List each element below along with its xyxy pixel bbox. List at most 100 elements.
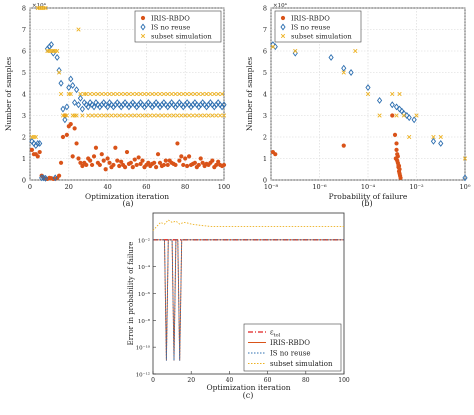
data-point — [88, 158, 93, 163]
data-point — [167, 113, 172, 118]
data-point — [462, 156, 468, 161]
data-point — [153, 91, 159, 97]
data-point — [214, 162, 219, 168]
data-point — [175, 141, 180, 146]
data-point — [185, 163, 190, 169]
data-point — [210, 158, 215, 163]
data-point — [365, 91, 371, 97]
data-point — [101, 158, 106, 163]
legend-marker — [140, 33, 146, 39]
data-point — [128, 113, 133, 118]
x-tick-label: 60 — [142, 183, 150, 191]
data-point — [113, 113, 118, 118]
data-point — [111, 91, 116, 97]
data-point — [29, 147, 35, 152]
data-point — [394, 113, 399, 118]
data-point — [186, 154, 192, 159]
y-tick-label: 6 — [22, 48, 26, 56]
data-point — [130, 91, 135, 97]
data-point — [411, 116, 417, 124]
legend-box — [134, 10, 222, 43]
data-point — [169, 91, 174, 97]
data-point — [70, 81, 76, 89]
legend-label: IS no reuse — [270, 350, 310, 358]
data-point — [77, 94, 84, 102]
data-point — [35, 140, 41, 147]
x-tick-label: 0 — [151, 377, 155, 384]
data-point — [157, 91, 163, 97]
data-point — [185, 91, 190, 97]
y-tick-label: 3 — [22, 112, 26, 120]
data-point — [396, 163, 402, 169]
data-point — [78, 91, 83, 97]
y-tick-label: 10⁻⁴ — [138, 264, 151, 271]
data-point — [48, 41, 54, 48]
y-tick-label: 2 — [22, 134, 26, 142]
y-tick-label: 10⁻¹⁰ — [136, 345, 151, 352]
legend-marker — [140, 23, 146, 31]
x-tick-label: 100 — [338, 377, 350, 384]
y-tick-label: 3 — [263, 112, 267, 120]
data-point — [88, 91, 93, 97]
legend-label: IS no reuse — [291, 24, 330, 32]
data-point — [438, 134, 443, 140]
data-point — [431, 134, 436, 140]
data-point — [39, 174, 45, 182]
data-point — [103, 91, 108, 97]
data-point — [175, 113, 180, 118]
x-tick-label: 10⁻⁶ — [312, 183, 327, 191]
data-point — [430, 137, 437, 145]
data-point — [157, 160, 163, 165]
data-point — [64, 132, 69, 137]
data-point — [406, 114, 412, 122]
data-point — [138, 161, 143, 166]
data-point — [140, 158, 145, 163]
data-point — [173, 162, 178, 168]
data-point — [163, 158, 168, 163]
data-point — [115, 158, 120, 163]
x-axis-label: Probability of failure — [329, 192, 408, 201]
data-point — [70, 154, 75, 159]
data-point — [198, 156, 203, 161]
data-point — [183, 113, 188, 118]
data-point — [52, 174, 58, 182]
y-tick-label: 8 — [22, 5, 26, 13]
x-tick-label: 40 — [103, 183, 111, 191]
data-point — [165, 91, 170, 97]
data-point — [76, 27, 81, 32]
legend-label: IRIS-RBDO — [270, 339, 310, 347]
data-point — [95, 91, 101, 97]
x-tick-label: 0 — [28, 183, 32, 191]
data-point — [105, 103, 111, 111]
data-point — [93, 113, 99, 118]
data-point — [221, 113, 227, 118]
y-tick-label: 5 — [263, 69, 267, 77]
legend-marker — [140, 15, 146, 21]
y-tick-label: 8 — [263, 5, 267, 13]
legend-label: subset simulation — [270, 360, 333, 368]
data-point — [117, 163, 122, 169]
y-tick-label: 10⁻⁶ — [138, 291, 151, 298]
series-is-no-reuse — [29, 41, 227, 182]
data-point — [68, 91, 73, 97]
data-point — [138, 91, 143, 97]
data-point — [154, 165, 159, 170]
data-point — [130, 165, 135, 170]
data-point — [397, 167, 402, 172]
data-point — [37, 149, 42, 155]
data-point — [152, 113, 157, 118]
data-point — [84, 91, 89, 97]
y-tick-label: 4 — [22, 91, 26, 99]
data-point — [76, 156, 81, 161]
legend-box — [274, 10, 362, 43]
data-point — [54, 54, 60, 61]
series-subset-simulation — [29, 5, 227, 140]
legend-marker — [280, 33, 286, 39]
data-point — [99, 152, 104, 157]
data-point — [396, 105, 403, 113]
